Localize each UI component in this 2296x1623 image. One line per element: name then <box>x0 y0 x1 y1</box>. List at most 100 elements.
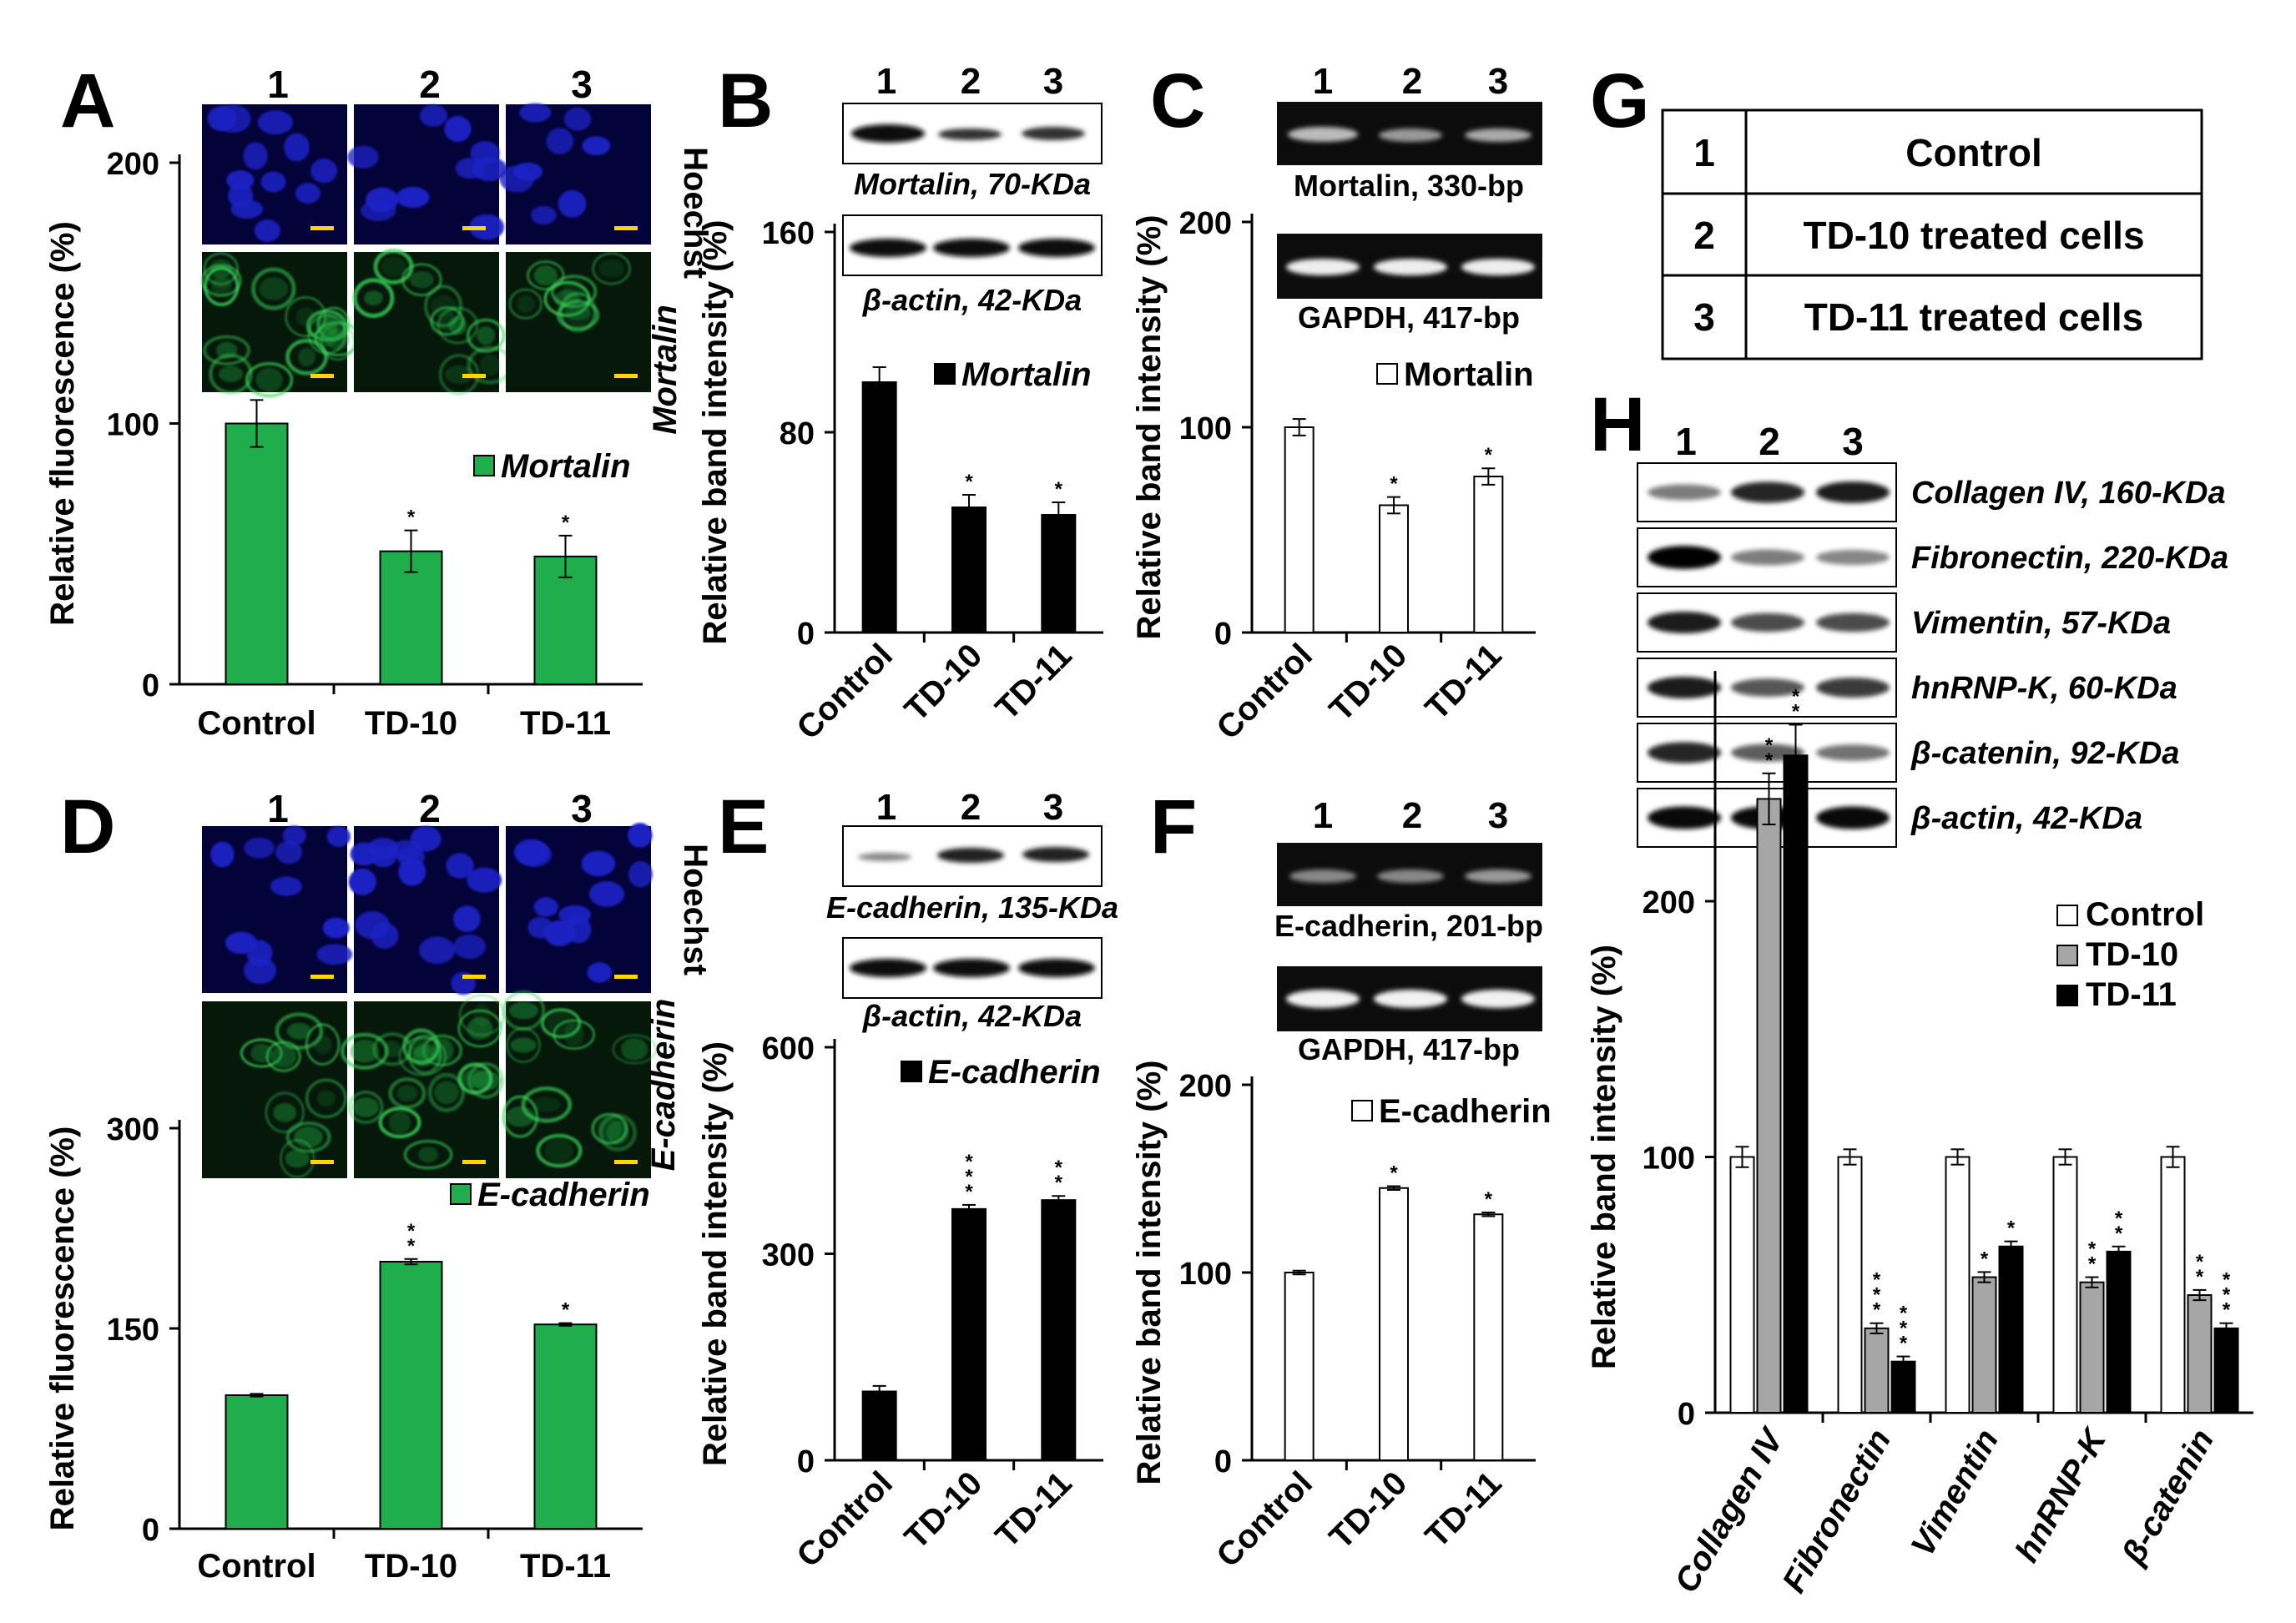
cell-nucleus <box>227 184 254 208</box>
cell-nucleus <box>257 110 294 135</box>
significance-marker: * <box>1485 444 1493 466</box>
bar <box>1945 1156 1971 1414</box>
cell-stain <box>592 252 631 285</box>
band <box>1816 549 1890 566</box>
cell-nucleus <box>366 187 399 213</box>
cell-stain <box>457 1062 493 1095</box>
cell-stain <box>265 1091 305 1133</box>
band <box>1648 612 1721 633</box>
significance-marker: * <box>2088 1253 2097 1276</box>
cell-stain <box>381 256 406 277</box>
significance-marker: * <box>2223 1269 2231 1292</box>
significance-marker: * <box>2196 1266 2204 1288</box>
cell-stain <box>424 285 462 328</box>
band <box>1648 546 1721 569</box>
cell-nucleus <box>254 219 280 242</box>
band <box>1648 677 1721 698</box>
table-cell-number: 2 <box>1693 214 1715 257</box>
x-tick-label: TD-11 <box>520 705 611 742</box>
band <box>850 959 926 977</box>
band <box>1286 990 1360 1008</box>
cell-stain <box>245 362 294 398</box>
panel-h-blots: 1 2 3 Collagen IV, 160-KDa Fibronectin, 2… <box>1637 420 2228 848</box>
band <box>1461 990 1535 1008</box>
cell-stain <box>294 1127 324 1148</box>
cell-nucleus <box>389 839 422 860</box>
panel-letter-f: F <box>1150 784 1197 869</box>
cell-stain <box>250 1043 273 1063</box>
significance-marker: * <box>1765 734 1774 757</box>
significance-marker: * <box>1390 473 1398 496</box>
cell-stain <box>285 338 328 376</box>
blot-label: Mortalin, 70-KDa <box>854 167 1091 201</box>
band <box>933 239 1010 257</box>
significance-marker: * <box>2223 1284 2231 1307</box>
cell-nucleus <box>244 837 275 859</box>
cell-stain <box>350 1039 380 1063</box>
lane-label-1: 1 <box>876 787 896 828</box>
x-tick-label: Control <box>790 1464 900 1575</box>
band <box>1018 239 1095 257</box>
cell-nucleus <box>472 157 507 182</box>
y-tick-label: 300 <box>107 1112 159 1147</box>
chart-panel-d: 0 150 300 Relative fluorescence (%) Control *… <box>44 1112 650 1585</box>
band <box>1022 127 1085 140</box>
significance-marker: * <box>1792 701 1800 723</box>
cell-nucleus <box>419 936 456 965</box>
bar <box>533 1323 598 1530</box>
band <box>1816 744 1890 761</box>
lane-label-3: 3 <box>1488 795 1508 836</box>
cell-stain <box>418 1146 439 1163</box>
blot-label: Vimentin, 57-KDa <box>1911 606 2171 641</box>
legend-label: TD-11 <box>2086 976 2177 1013</box>
cell-stain <box>461 1069 489 1088</box>
bar <box>2213 1327 2239 1414</box>
y-tick-label: 160 <box>762 216 815 251</box>
cell-stain <box>563 1022 584 1047</box>
y-tick-label: 80 <box>780 416 815 451</box>
significance-marker: * <box>1873 1284 1881 1307</box>
table-cell-label: TD-11 treated cells <box>1804 295 2144 339</box>
bar <box>2106 1250 2132 1414</box>
x-tick-label: TD-10 <box>365 705 457 742</box>
cell-stain <box>255 367 283 392</box>
cell-stain <box>218 365 244 382</box>
band <box>1288 127 1358 142</box>
band <box>1374 990 1447 1008</box>
y-tick-label: 0 <box>797 617 815 652</box>
lane-label-2: 2 <box>419 63 441 106</box>
cell-stain <box>559 291 597 333</box>
significance-marker: * <box>2088 1238 2097 1261</box>
cell-nucleus <box>347 145 379 169</box>
cell-stain <box>527 260 565 290</box>
cell-nucleus <box>467 867 502 893</box>
x-tick-label: Control <box>197 1548 315 1585</box>
cell-stain <box>203 335 250 365</box>
bar <box>1783 754 1809 1414</box>
cell-nucleus <box>282 825 306 846</box>
cell-nucleus <box>210 841 235 868</box>
cell-stain <box>427 1072 466 1112</box>
cell-stain <box>564 303 592 327</box>
band <box>1377 869 1444 883</box>
scale-bar <box>462 226 486 230</box>
significance-marker: * <box>1873 1269 1881 1292</box>
bar <box>1729 1156 1755 1414</box>
x-tick-label: Collagen IV <box>1668 1421 1792 1600</box>
cell-stain <box>285 1149 310 1168</box>
bar <box>379 1261 443 1530</box>
band <box>1461 259 1535 275</box>
cell-stain <box>430 295 457 318</box>
band <box>1648 806 1721 829</box>
y-tick-label: 600 <box>762 1031 815 1066</box>
cell-nucleus <box>207 105 237 132</box>
cell-nucleus <box>628 860 653 888</box>
significance-marker: * <box>965 1151 973 1173</box>
band <box>1289 869 1356 883</box>
cell-nucleus <box>587 962 613 983</box>
lane-label-2: 2 <box>961 787 981 828</box>
blot-label: hnRNP-K, 60-KDa <box>1911 671 2177 706</box>
green-micrograph <box>352 249 514 396</box>
y-axis-label: Relative band intensity (%) <box>1131 215 1168 640</box>
panel-f-gels: 1 2 3 E-cadherin, 201-bp GAPDH, 417-bp <box>1274 795 1543 1066</box>
